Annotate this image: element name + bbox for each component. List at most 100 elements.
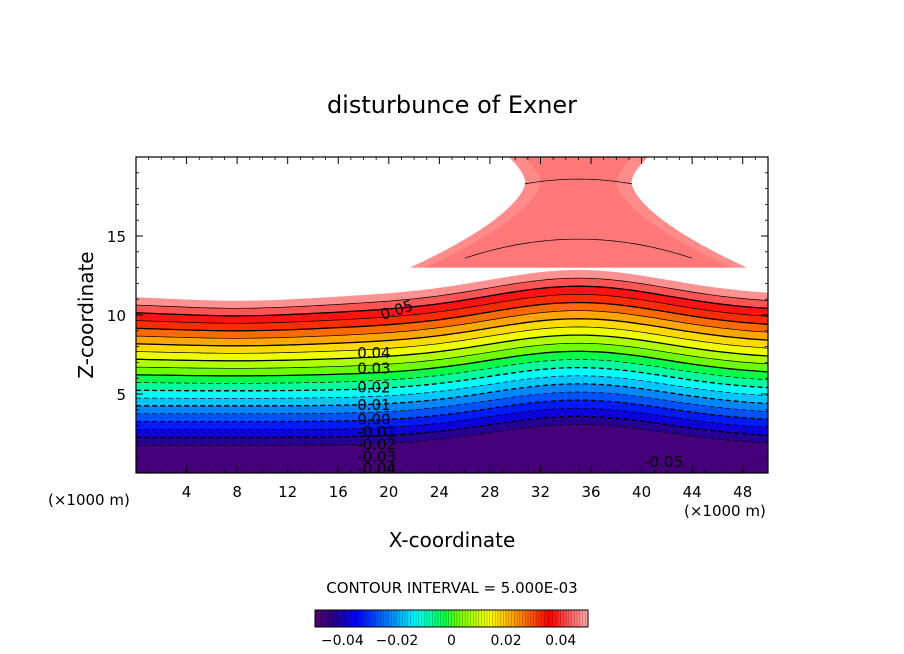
colorbar-swatch: [582, 610, 586, 627]
y-axis-ticks: 5 10 15: [107, 172, 768, 458]
colorbar-swatch: [527, 610, 532, 627]
y-axis-label: Z-coordinate: [74, 251, 98, 378]
colorbar-swatch: [511, 610, 515, 627]
colorbar-swatch: [459, 610, 463, 627]
contour-fill-bands: [136, 157, 768, 473]
colorbar-swatch: [560, 610, 564, 627]
colorbar: [315, 610, 589, 627]
x-tick-label: 12: [278, 483, 297, 501]
colorbar-swatch: [339, 610, 343, 627]
colorbar-swatch: [544, 610, 548, 627]
colorbar-swatch: [585, 610, 589, 627]
colorbar-swatch: [462, 610, 466, 627]
colorbar-tick-label: 0.02: [491, 633, 522, 649]
contour-line: [136, 342, 768, 369]
colorbar-swatch: [416, 610, 420, 627]
colorbar-swatch: [451, 610, 455, 627]
contour-line: [136, 383, 768, 407]
contour-line: [136, 407, 768, 430]
colorbar-swatch: [530, 610, 534, 627]
chart-title: disturbunce of Exner: [327, 91, 577, 119]
colorbar-swatch: [361, 610, 365, 627]
colorbar-swatch: [456, 610, 461, 627]
colorbar-swatch: [336, 610, 340, 627]
colorbar-swatch: [503, 610, 507, 627]
colorbar-swatch: [410, 610, 414, 627]
colorbar-swatch: [396, 610, 401, 627]
contour-value-label: -0.05: [644, 453, 683, 471]
contour-line: [464, 238, 692, 259]
colorbar-swatch: [377, 610, 381, 627]
colorbar-tick-label: −0.04: [321, 633, 364, 649]
colorbar-swatch: [369, 610, 373, 627]
contour-line: [524, 178, 633, 185]
colorbar-swatch: [355, 610, 360, 627]
colorbar-swatch: [372, 610, 376, 627]
colorbar-swatch: [566, 610, 570, 627]
colorbar-swatch: [568, 610, 573, 627]
contour-line: [136, 359, 768, 384]
contour-value-label: 0.01: [357, 396, 390, 414]
x-axis-ticks: 4 8 12 16 20 24 28 32 36 40 44 48: [148, 157, 756, 501]
colorbar-swatch: [577, 610, 581, 627]
x-tick-label: 8: [232, 483, 242, 501]
colorbar-swatch: [315, 610, 319, 627]
colorbar-swatch: [391, 610, 395, 627]
contour-lines: [136, 178, 768, 446]
colorbar-swatch: [486, 610, 491, 627]
x-tick-label: 4: [182, 483, 192, 501]
colorbar-swatch: [478, 610, 482, 627]
contour-value-label: 0.04: [357, 344, 390, 362]
colorbar-frame: [314, 609, 589, 628]
colorbar-swatch: [497, 610, 502, 627]
colorbar-swatch: [375, 610, 379, 627]
x-axis-label: X-coordinate: [389, 528, 516, 552]
x-tick-label: 40: [632, 483, 651, 501]
contour-line: [136, 326, 768, 354]
colorbar-swatch: [563, 610, 567, 627]
colorbar-swatch: [541, 610, 545, 627]
contour-line: [136, 277, 768, 309]
colorbar-swatch: [489, 610, 493, 627]
x-tick-label: 32: [531, 483, 550, 501]
x-tick-label: 28: [480, 483, 499, 501]
colorbar-swatch: [437, 610, 441, 627]
colorbar-swatch: [421, 610, 425, 627]
x-tick-label: 36: [581, 483, 600, 501]
contour-value-label: -0.02: [357, 436, 396, 454]
colorbar-swatch: [347, 610, 351, 627]
colorbar-swatch: [429, 610, 433, 627]
contour-line: [136, 375, 768, 399]
colorbar-swatch: [443, 610, 447, 627]
colorbar-swatch: [579, 610, 583, 627]
colorbar-swatch: [448, 610, 452, 627]
contour-line: [136, 294, 768, 324]
colorbar-tick-label: 0.04: [545, 633, 576, 649]
colorbar-swatch: [467, 610, 472, 627]
contour-value-label: 0.03: [357, 360, 390, 378]
colorbar-swatch: [557, 610, 562, 627]
contour-line: [136, 391, 768, 415]
colorbar-swatch: [473, 610, 477, 627]
colorbar-swatch: [519, 610, 523, 627]
colorbar-swatch: [440, 610, 444, 627]
contour-value-label: -0.03: [357, 448, 396, 466]
colorbar-swatch: [388, 610, 392, 627]
contour-band: [136, 424, 768, 473]
contour-line: [136, 366, 768, 392]
colorbar-swatch: [470, 610, 474, 627]
colorbar-swatch: [405, 610, 409, 627]
colorbar-swatch: [555, 610, 559, 627]
contour-line: [136, 424, 768, 446]
colorbar-tick-labels: −0.04 −0.02 0 0.02 0.04: [321, 633, 577, 649]
colorbar-swatch: [413, 610, 417, 627]
colorbar-swatch: [383, 610, 387, 627]
colorbar-swatch: [514, 610, 518, 627]
y-tick-label: 5: [116, 386, 126, 404]
x-tick-label: 20: [379, 483, 398, 501]
colorbar-swatch: [323, 610, 327, 627]
colorbar-swatch: [320, 610, 324, 627]
colorbar-swatch: [328, 610, 332, 627]
contour-line: [136, 334, 768, 362]
